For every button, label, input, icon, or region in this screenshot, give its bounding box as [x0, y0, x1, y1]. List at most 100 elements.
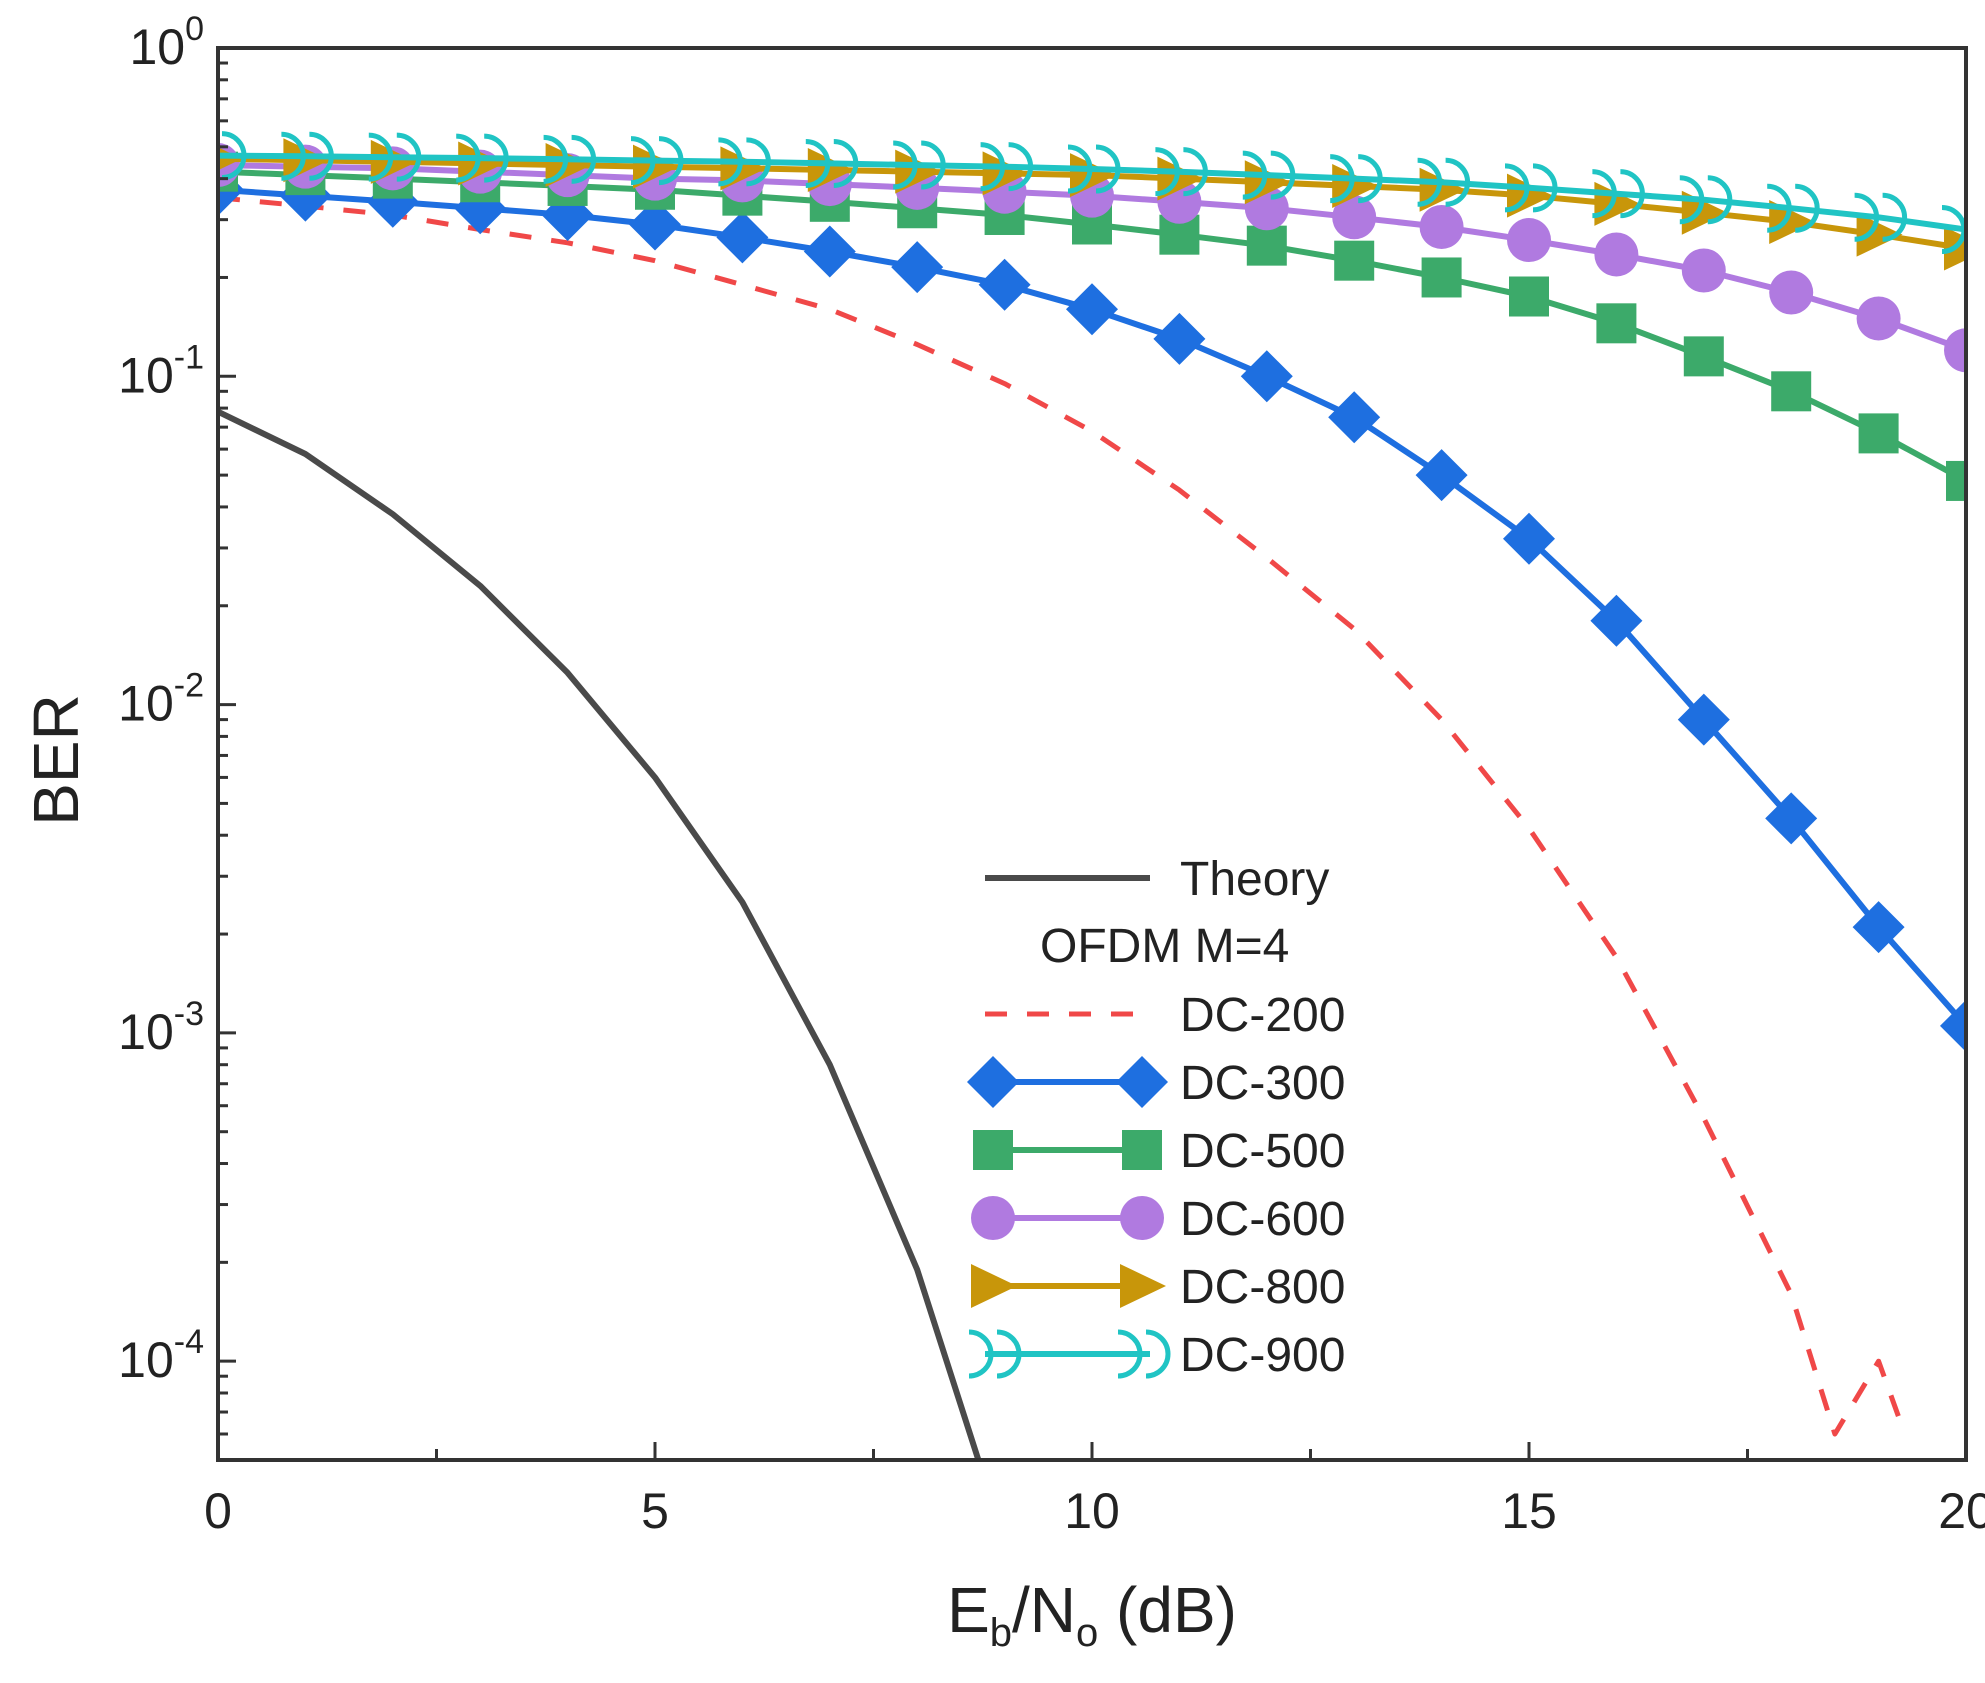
- data-point-dc-900: [1330, 154, 1383, 204]
- legend-item-theory: Theory: [985, 853, 1329, 906]
- series-line-dc-200: [218, 195, 1908, 1437]
- legend-item-dc-900: DC-900: [968, 1329, 1345, 1382]
- series-theory: [218, 408, 982, 1460]
- y-tick-exponent: -1: [174, 338, 204, 376]
- data-point-dc-600: [1594, 232, 1639, 277]
- x-tick-label: 0: [204, 1483, 232, 1539]
- legend-swatch-marker: [973, 1130, 1013, 1170]
- x-tick-label: 5: [641, 1483, 669, 1539]
- data-point-dc-300: [891, 241, 944, 294]
- data-point-dc-900: [281, 131, 334, 181]
- legend-swatch-marker: [971, 1196, 1015, 1240]
- data-point-dc-900: [630, 136, 684, 186]
- data-point-dc-900: [1504, 163, 1558, 213]
- data-point-dc-300: [1066, 283, 1118, 336]
- data-point-dc-800: [1769, 200, 1816, 245]
- legend-swatch-marker: [1116, 1056, 1168, 1108]
- data-point-dc-300: [1852, 901, 1905, 954]
- data-point-dc-600: [1507, 218, 1551, 263]
- data-point-dc-300: [1590, 594, 1643, 647]
- data-point-dc-300: [1153, 312, 1206, 365]
- data-point-dc-800: [1856, 212, 1903, 257]
- legend-swatch-marker: [967, 1056, 1019, 1108]
- x-axis-label-main: E: [947, 1574, 990, 1646]
- data-point-dc-500: [1683, 336, 1724, 377]
- y-tick-base: 10: [118, 1332, 174, 1388]
- legend-label: DC-600: [1180, 1193, 1345, 1246]
- legend-header: OFDM M=4: [1040, 920, 1289, 973]
- data-point-dc-500: [1334, 240, 1375, 281]
- y-tick-exponent: -3: [174, 995, 204, 1033]
- y-tick-label: 10-2: [118, 667, 204, 732]
- x-axis-label-mid: /N: [1012, 1574, 1076, 1646]
- y-tick-base: 10: [129, 19, 185, 75]
- data-point-dc-900: [1417, 157, 1471, 207]
- data-point-dc-500: [1858, 413, 1899, 454]
- data-point-dc-300: [629, 198, 681, 251]
- data-point-dc-300: [1328, 391, 1381, 444]
- data-point-dc-600: [1419, 204, 1464, 249]
- data-point-dc-300: [1765, 792, 1818, 845]
- data-point-dc-900: [1767, 183, 1820, 233]
- data-point-dc-600: [1944, 328, 1966, 373]
- y-tick-exponent: 0: [185, 10, 204, 48]
- data-point-dc-300: [1240, 350, 1293, 403]
- data-point-dc-900: [980, 142, 1034, 192]
- y-tick-base: 10: [118, 1004, 174, 1060]
- legend-item-dc-800: DC-800: [971, 1261, 1345, 1314]
- y-tick-label: 10-3: [118, 995, 204, 1060]
- legend-item-dc-200: DC-200: [985, 989, 1345, 1042]
- legend-label: DC-900: [1180, 1329, 1345, 1382]
- series-dc-200: [218, 195, 1908, 1437]
- data-point-dc-500: [1509, 276, 1549, 317]
- data-point-dc-900: [218, 131, 247, 181]
- y-axis-label: BER: [20, 694, 92, 826]
- data-point-dc-900: [1155, 147, 1208, 197]
- legend-label: DC-800: [1180, 1261, 1345, 1314]
- data-point-dc-600: [1769, 270, 1814, 315]
- legend-swatch-marker: [1120, 1264, 1166, 1308]
- data-point-dc-600: [1681, 248, 1726, 293]
- legend-swatch-marker: [971, 1264, 1017, 1308]
- data-point-dc-900: [368, 132, 422, 182]
- series-line-theory: [218, 408, 982, 1460]
- legend-label: DC-200: [1180, 989, 1345, 1042]
- legend-swatch-marker: [1117, 1329, 1171, 1379]
- data-point-dc-900: [1679, 175, 1733, 225]
- series-dc-900: [218, 131, 1966, 254]
- data-point-dc-500: [1421, 257, 1462, 298]
- y-tick-label: 10-4: [118, 1323, 204, 1388]
- y-tick-exponent: -4: [174, 1323, 204, 1361]
- y-tick-label: 10-1: [118, 338, 204, 403]
- y-tick-label: 100: [129, 10, 204, 75]
- x-axis-label-tail: (dB): [1098, 1574, 1237, 1646]
- data-point-dc-500: [1246, 225, 1287, 266]
- data-point-dc-900: [805, 138, 859, 188]
- data-point-dc-500: [1596, 303, 1637, 344]
- y-tick-base: 10: [118, 347, 174, 403]
- data-point-dc-900: [1854, 192, 1908, 242]
- legend-item-dc-300: DC-300: [967, 1056, 1345, 1110]
- data-point-dc-900: [1067, 144, 1121, 194]
- data-point-dc-900: [893, 140, 946, 190]
- series-dc-300: [218, 163, 1966, 1052]
- data-point-dc-300: [978, 258, 1031, 311]
- data-point-dc-300: [1677, 693, 1730, 746]
- data-point-dc-300: [1503, 512, 1555, 565]
- x-tick-label: 10: [1064, 1483, 1120, 1539]
- x-axis-label: Eb/No (dB): [947, 1574, 1237, 1655]
- y-tick-exponent: -2: [174, 667, 204, 705]
- legend-swatch-marker: [1122, 1130, 1162, 1170]
- data-point-dc-900: [456, 133, 509, 183]
- x-axis-label-sub1: b: [990, 1611, 1012, 1655]
- data-point-dc-500: [1771, 371, 1812, 412]
- data-point-dc-300: [803, 225, 856, 278]
- legend-label: DC-500: [1180, 1125, 1345, 1178]
- data-point-dc-600: [1332, 195, 1377, 240]
- series-layer: [218, 131, 1966, 1460]
- x-tick-label: 15: [1501, 1483, 1557, 1539]
- data-point-dc-900: [718, 137, 771, 187]
